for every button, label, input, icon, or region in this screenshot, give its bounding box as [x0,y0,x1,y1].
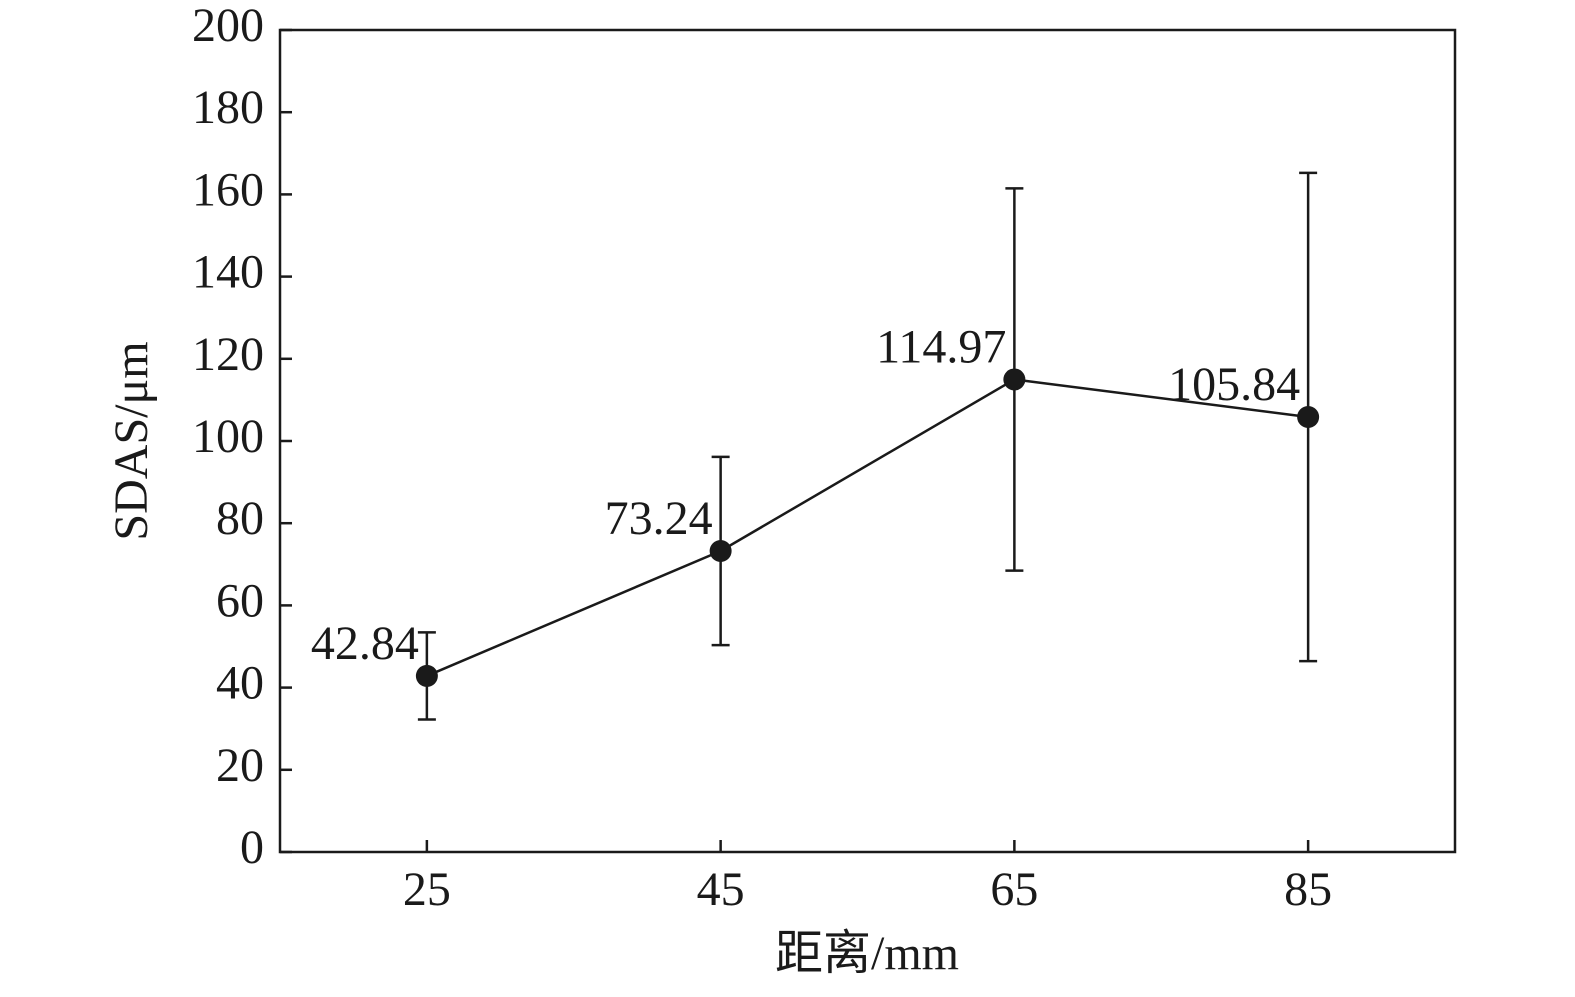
x-tick-label: 45 [697,863,745,916]
data-label: 73.24 [605,492,713,545]
x-tick-label: 25 [403,863,451,916]
x-axis-label: 距离/mm [775,927,959,980]
y-tick-label: 200 [192,0,264,52]
y-axis-label: SDAS/μm [105,341,158,540]
x-tick-label: 85 [1284,863,1332,916]
y-tick-label: 140 [192,246,264,299]
data-label: 42.84 [311,617,419,670]
data-point [415,664,438,687]
data-point [1297,405,1320,428]
y-tick-label: 20 [216,739,264,792]
data-label: 105.84 [1168,358,1300,411]
plot-frame [278,28,1457,854]
data-point [1003,368,1026,391]
y-tick-label: 160 [192,163,264,216]
y-tick-label: 40 [216,657,264,710]
data-point [709,539,732,562]
y-tick-label: 120 [192,328,264,381]
x-tick-label: 65 [990,863,1038,916]
data-line [426,378,1309,678]
y-tick-label: 80 [216,492,264,545]
y-tick-label: 100 [192,410,264,463]
y-tick-label: 180 [192,81,264,134]
data-label: 114.97 [876,320,1006,373]
y-tick-label: 60 [216,574,264,627]
y-tick-label: 0 [240,821,264,874]
